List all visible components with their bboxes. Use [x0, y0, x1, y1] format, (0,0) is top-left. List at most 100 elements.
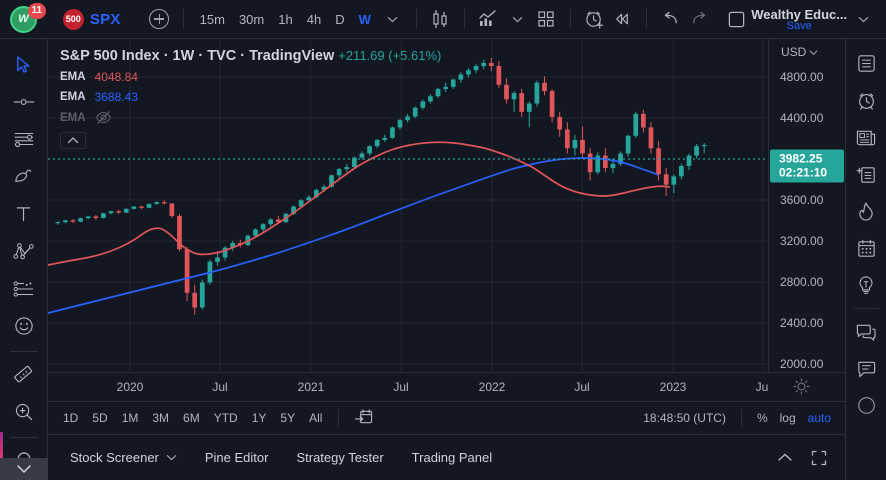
legend-indicator-row[interactable]: EMA 3688.43	[60, 90, 441, 104]
tab-pine-editor[interactable]: Pine Editor	[204, 450, 269, 465]
prediction-dots-icon	[13, 281, 33, 297]
candlestick-series	[55, 57, 707, 315]
sidebar-item-zoom-tool[interactable]	[5, 394, 43, 429]
sidebar-item-hotlist-panel[interactable]	[849, 193, 883, 230]
sidebar-item-cursor-tool[interactable]	[5, 47, 43, 82]
current-price-value: 3982.25	[779, 151, 823, 166]
expand-panel-button[interactable]	[771, 445, 799, 471]
legend-indicator-row[interactable]: EMA 4048.84	[60, 70, 441, 84]
sidebar-item-brush-tool[interactable]	[5, 159, 43, 194]
toolbar-divider	[646, 9, 648, 29]
redo-button[interactable]	[685, 5, 714, 33]
auto-scale-button[interactable]: auto	[807, 411, 831, 425]
eye-off-icon[interactable]	[95, 110, 112, 125]
legend-indicator-value: 3688.43	[94, 90, 138, 104]
accent-line	[0, 432, 3, 458]
chart-legend: S&P 500 Index · 1W · TVC · TradingView +2…	[60, 48, 441, 149]
sidebar-item-patterns-tool[interactable]	[5, 234, 43, 269]
tab-stock-screener-label: Stock Screener	[70, 450, 159, 465]
toolbar-divider	[569, 9, 571, 29]
log-scale-button[interactable]: log	[779, 411, 796, 425]
tab-strategy-tester[interactable]: Strategy Tester	[296, 450, 384, 465]
sidebar-item-trend-line-tool[interactable]	[5, 84, 43, 119]
fullscreen-button[interactable]	[805, 445, 833, 471]
interval-30m[interactable]: 30m	[238, 11, 265, 27]
chart-clock[interactable]: 18:48:50 (UTC)	[643, 411, 726, 425]
tab-trading-panel[interactable]: Trading Panel	[411, 450, 493, 465]
sidebar-item-horizontal-lines-tool[interactable]	[5, 122, 43, 157]
range-1m[interactable]: 1M	[121, 411, 139, 425]
range-5d[interactable]: 5D	[92, 411, 108, 425]
symbol-search[interactable]: 500 SPX	[62, 8, 121, 30]
sidebar-item-chat-panel[interactable]	[849, 313, 883, 350]
chart-canvas[interactable]	[48, 39, 768, 372]
add-symbol-button[interactable]	[145, 5, 174, 33]
sidebar-item-text-tool[interactable]	[5, 196, 43, 231]
interval-15m[interactable]: 15m	[199, 11, 225, 27]
range-1d[interactable]: 1D	[63, 411, 79, 425]
legend-collapse-button[interactable]	[60, 132, 86, 149]
interval-w[interactable]: W	[358, 11, 371, 27]
legend-title[interactable]: S&P 500 Index · 1W · TVC · TradingView +2…	[60, 48, 441, 64]
save-button[interactable]: Save	[786, 19, 812, 32]
create-alert-button[interactable]	[580, 5, 609, 33]
range-5y[interactable]: 5Y	[280, 411, 296, 425]
layout-menu-button[interactable]	[849, 5, 878, 33]
alarm-clock-icon	[858, 93, 874, 110]
interval-d[interactable]: D	[335, 11, 345, 27]
ema-slow-line	[48, 157, 659, 314]
legend-indicator-row-hidden[interactable]: EMA	[60, 110, 441, 125]
time-axis[interactable]: 2020 Jul 2021 Jul 2022 Jul 2023 Ju	[48, 372, 845, 401]
layout-button[interactable]	[722, 5, 751, 33]
sidebar-item-ideas-panel[interactable]	[849, 267, 883, 304]
templates-button[interactable]	[532, 5, 561, 33]
sidebar-item-public-chats-panel[interactable]	[849, 350, 883, 387]
sidebar-item-news-panel[interactable]	[849, 119, 883, 156]
bottom-panel-controls	[771, 445, 833, 471]
bottom-panel-bar: Stock Screener Pine Editor Strategy Test…	[48, 434, 845, 480]
range-3m[interactable]: 3M	[152, 411, 170, 425]
chevron-down-icon	[512, 16, 522, 22]
goto-date-button[interactable]	[348, 405, 380, 432]
range-1y[interactable]: 1Y	[251, 411, 267, 425]
range-all[interactable]: All	[309, 411, 323, 425]
sidebar-item-profile[interactable]	[849, 387, 883, 424]
toolbar-divider	[415, 9, 417, 29]
sidebar-item-data-window-panel[interactable]	[849, 156, 883, 193]
range-6m[interactable]: 6M	[183, 411, 200, 425]
app-logo[interactable]: W 11	[10, 3, 46, 34]
price-axis[interactable]: USD 4800.00 4400.00 3600.00 3200.00 2800…	[768, 39, 845, 372]
toolbar-scroll-down-button[interactable]	[0, 458, 48, 480]
price-tick-4800: 4800.00	[780, 70, 824, 84]
chart-type-button[interactable]	[426, 5, 455, 33]
user-circle-icon	[857, 397, 875, 414]
sidebar-item-measure-tool[interactable]	[5, 357, 43, 392]
notification-badge[interactable]: 11	[27, 3, 46, 19]
toolbar-divider	[9, 350, 38, 352]
price-currency-selector[interactable]: USD	[781, 45, 818, 59]
undo-button[interactable]	[656, 5, 685, 33]
tab-stock-screener[interactable]: Stock Screener	[60, 444, 187, 471]
chart-settings-button[interactable]	[793, 378, 810, 400]
interval-more-button[interactable]	[378, 5, 407, 33]
replay-button[interactable]	[608, 5, 637, 33]
range-toolbar: 1D 5D 1M 3M 6M YTD 1Y 5Y All 18:48:50 (U…	[48, 401, 845, 434]
plus-circle-icon	[149, 9, 170, 29]
ruler-icon	[14, 365, 33, 383]
range-ytd[interactable]: YTD	[213, 411, 238, 425]
layout-save-area[interactable]: Wealthy Educ... Save	[751, 7, 849, 32]
interval-1h[interactable]: 1h	[278, 11, 293, 27]
sidebar-item-watchlist-panel[interactable]	[849, 45, 883, 82]
indicators-button[interactable]	[474, 5, 503, 33]
interval-4h[interactable]: 4h	[306, 11, 322, 27]
patterns-node-icon	[12, 243, 34, 260]
indicators-more-button[interactable]	[503, 5, 532, 33]
sidebar-item-alerts-panel[interactable]	[849, 82, 883, 119]
sidebar-item-calendar-panel[interactable]	[849, 230, 883, 267]
toolbar-divider	[9, 436, 38, 438]
current-price-badge[interactable]: 3982.25 02:21:10	[770, 149, 844, 183]
sidebar-item-prediction-tool[interactable]	[5, 271, 43, 306]
newspaper-icon	[856, 130, 876, 145]
percent-scale-button[interactable]: %	[756, 411, 768, 425]
sidebar-item-emoji-tool[interactable]	[5, 309, 43, 344]
